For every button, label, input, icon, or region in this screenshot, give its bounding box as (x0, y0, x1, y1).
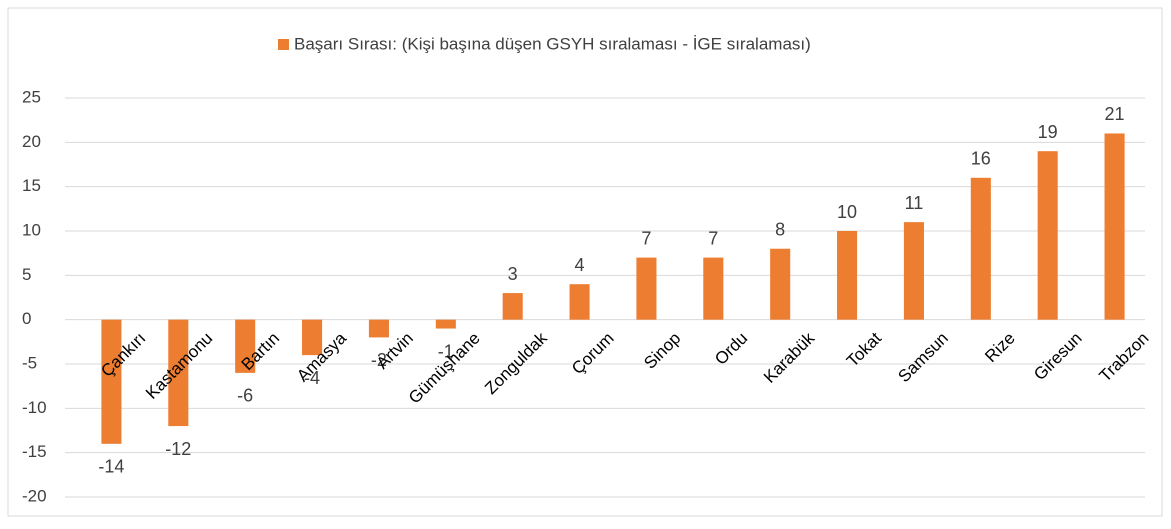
legend-label: Başarı Sırası: (Kişi başına düşen GSYH s… (294, 34, 811, 53)
y-tick-label: 5 (22, 265, 31, 284)
y-tick-label: 25 (22, 87, 41, 106)
bar (368, 319, 389, 338)
bar (235, 319, 256, 373)
data-label: -2 (371, 350, 387, 370)
data-label: -1 (438, 341, 454, 361)
y-tick-label: 15 (22, 176, 41, 195)
bar (770, 248, 791, 320)
data-label: 8 (775, 219, 785, 239)
bar (1037, 151, 1058, 320)
data-label: 16 (971, 149, 991, 169)
y-tick-label: -15 (22, 442, 47, 461)
bar (435, 319, 456, 329)
data-label: -6 (237, 386, 253, 406)
y-tick-label: -10 (22, 398, 47, 417)
bar (168, 319, 189, 427)
data-label: 4 (575, 255, 585, 275)
bar (837, 231, 858, 320)
data-label: 7 (708, 228, 718, 248)
chart-border (7, 7, 1163, 517)
y-tick-label: -5 (22, 353, 37, 372)
data-label: -14 (98, 457, 124, 477)
data-label: 7 (641, 228, 651, 248)
bar (569, 284, 590, 320)
bar (970, 177, 991, 320)
bar (302, 319, 323, 356)
y-tick-label: 10 (22, 220, 41, 239)
bar (903, 222, 924, 320)
bar (502, 293, 523, 320)
y-tick-label: 20 (22, 132, 41, 151)
bar (1104, 133, 1125, 320)
legend-swatch (278, 39, 289, 50)
y-tick-label: 0 (22, 309, 31, 328)
data-label: 11 (905, 193, 924, 213)
data-label: 21 (1105, 104, 1125, 124)
bar (636, 257, 657, 320)
y-tick-label: -20 (22, 486, 47, 505)
data-label: 3 (508, 264, 518, 284)
data-label: -12 (165, 439, 191, 459)
data-label: 19 (1038, 122, 1058, 142)
data-label: -4 (304, 368, 320, 388)
bar (703, 257, 724, 320)
data-label: 10 (837, 202, 857, 222)
bar (101, 319, 122, 444)
